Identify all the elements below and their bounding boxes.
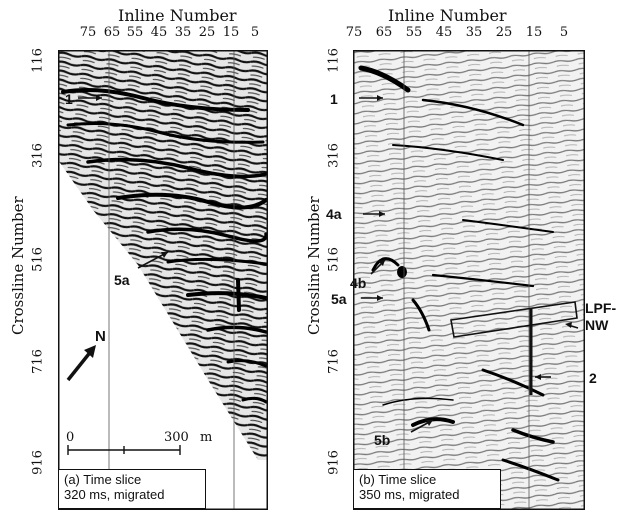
annotation-2: 2: [589, 370, 597, 386]
panel-b-caption: (b) Time slice 350 ms, migrated: [353, 469, 501, 509]
y-tick: 116: [327, 44, 342, 78]
y-tick: 516: [31, 243, 46, 277]
x-tick: 45: [433, 25, 455, 40]
x-tick: 65: [373, 25, 395, 40]
x-tick: 15: [220, 25, 242, 40]
annotation-1: 1: [330, 91, 338, 107]
annotation-1: 1: [65, 91, 73, 107]
caption-line: (a) Time slice: [64, 472, 200, 487]
annotation-5b: 5b: [374, 432, 390, 448]
panel-a-caption: (a) Time slice 320 ms, migrated: [58, 469, 206, 509]
x-tick: 55: [403, 25, 425, 40]
annotation-5a: 5a: [331, 291, 347, 307]
scale-bar-unit-label: m: [200, 430, 212, 445]
x-tick: 5: [244, 25, 266, 40]
x-tick: 15: [523, 25, 545, 40]
y-tick: 316: [31, 139, 46, 173]
x-tick: 5: [553, 25, 575, 40]
scale-bar-end-label: 300: [164, 430, 189, 445]
panel-a-y-axis-title: Crossline Number: [9, 215, 27, 335]
x-tick: 35: [172, 25, 194, 40]
x-tick: 25: [196, 25, 218, 40]
caption-line: 320 ms, migrated: [64, 487, 200, 502]
x-tick: 55: [124, 25, 146, 40]
x-tick: 75: [343, 25, 365, 40]
annotation-4b: 4b: [350, 275, 366, 291]
x-tick: 35: [463, 25, 485, 40]
x-tick: 45: [148, 25, 170, 40]
y-tick: 316: [327, 139, 342, 173]
x-tick: 75: [77, 25, 99, 40]
y-tick: 716: [327, 345, 342, 379]
lpf-nw-label-line2: NW: [585, 317, 608, 333]
y-tick: 116: [31, 44, 46, 78]
panel-a-seismic-image: [58, 50, 268, 510]
y-tick: 716: [31, 345, 46, 379]
north-label: N: [95, 328, 106, 345]
annotation-4a: 4a: [326, 206, 342, 222]
y-tick: 916: [327, 446, 342, 480]
x-tick: 65: [101, 25, 123, 40]
panel-b-y-axis-title: Crossline Number: [305, 215, 323, 335]
panel-b-x-axis-title: Inline Number: [388, 6, 507, 25]
panel-a-x-axis-title: Inline Number: [118, 6, 237, 25]
x-tick: 25: [493, 25, 515, 40]
lpf-nw-label-line1: LPF-: [585, 300, 616, 316]
caption-line: (b) Time slice: [359, 472, 495, 487]
y-tick: 916: [31, 446, 46, 480]
annotation-5a: 5a: [114, 272, 130, 288]
y-tick: 516: [327, 243, 342, 277]
scale-bar-start-label: 0: [66, 430, 74, 445]
caption-line: 350 ms, migrated: [359, 487, 495, 502]
